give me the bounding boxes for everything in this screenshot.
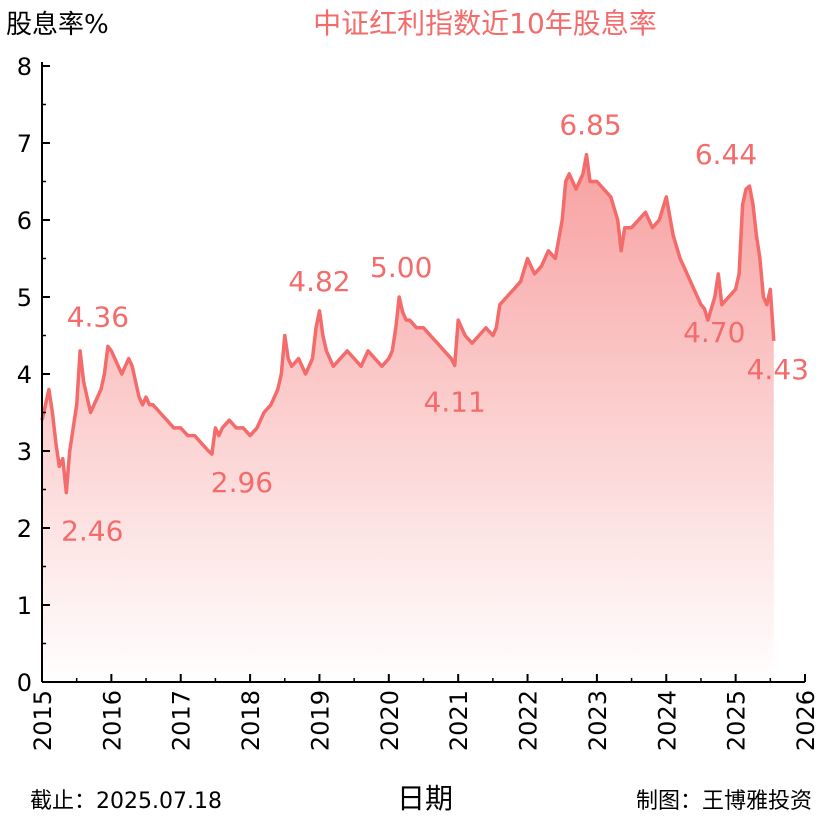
axes: 0 1 2 3 4 5 6 7 8 2015 2016 2017 2018 2019 2020 2021 202… bbox=[17, 53, 820, 751]
data-label: 4.82 bbox=[288, 265, 350, 298]
y-tick-label: 7 bbox=[17, 130, 32, 158]
x-tick-label: 2021 bbox=[445, 690, 473, 751]
x-tick-label: 2020 bbox=[376, 690, 404, 751]
data-label: 6.44 bbox=[695, 138, 757, 171]
data-label: 2.46 bbox=[61, 515, 123, 548]
x-tick-label: 2025 bbox=[723, 690, 751, 751]
data-label: 4.36 bbox=[67, 300, 129, 333]
footer-credit: 制图：王博雅投资 bbox=[636, 789, 812, 814]
x-tick-label: 2024 bbox=[653, 690, 681, 751]
x-tick-label: 2019 bbox=[306, 690, 334, 751]
y-tick-label: 8 bbox=[17, 53, 32, 81]
series-line-0 bbox=[40, 152, 776, 495]
data-label: 5.00 bbox=[370, 251, 432, 284]
x-tick-label: 2026 bbox=[792, 690, 820, 751]
x-tick-label: 2023 bbox=[584, 690, 612, 751]
annotations: 2.46 4.36 2.96 4.82 5.00 4.11 6.85 4.70 6.44 4.43 bbox=[61, 109, 809, 548]
y-tick-label: 2 bbox=[17, 515, 32, 543]
data-label: 6.85 bbox=[559, 109, 621, 142]
series-area-0 bbox=[42, 154, 774, 683]
x-tick-label: 2022 bbox=[515, 690, 543, 751]
y-tick-label: 5 bbox=[17, 284, 32, 312]
footer-date: 截止：2025.07.18 bbox=[30, 789, 222, 814]
y-tick-label: 4 bbox=[17, 361, 32, 389]
x-tick-label: 2015 bbox=[29, 690, 57, 751]
data-label: 4.70 bbox=[683, 316, 745, 349]
y-tick-label: 1 bbox=[17, 592, 32, 620]
x-tick-label: 2017 bbox=[168, 690, 196, 751]
plot-area bbox=[40, 152, 776, 683]
data-label: 2.96 bbox=[211, 466, 273, 499]
data-label: 4.11 bbox=[424, 386, 486, 419]
data-label: 4.43 bbox=[747, 353, 809, 386]
y-tick-label: 3 bbox=[17, 438, 32, 466]
x-axis-label: 日期 bbox=[397, 782, 453, 815]
chart-title: 中证红利指数近10年股息率 bbox=[313, 7, 657, 40]
y-tick-label: 6 bbox=[17, 207, 32, 235]
y-tick-label: 0 bbox=[17, 669, 32, 697]
x-tick-label: 2016 bbox=[98, 690, 126, 751]
x-tick-label: 2018 bbox=[237, 690, 265, 751]
y-axis-label: 股息率% bbox=[6, 10, 109, 40]
